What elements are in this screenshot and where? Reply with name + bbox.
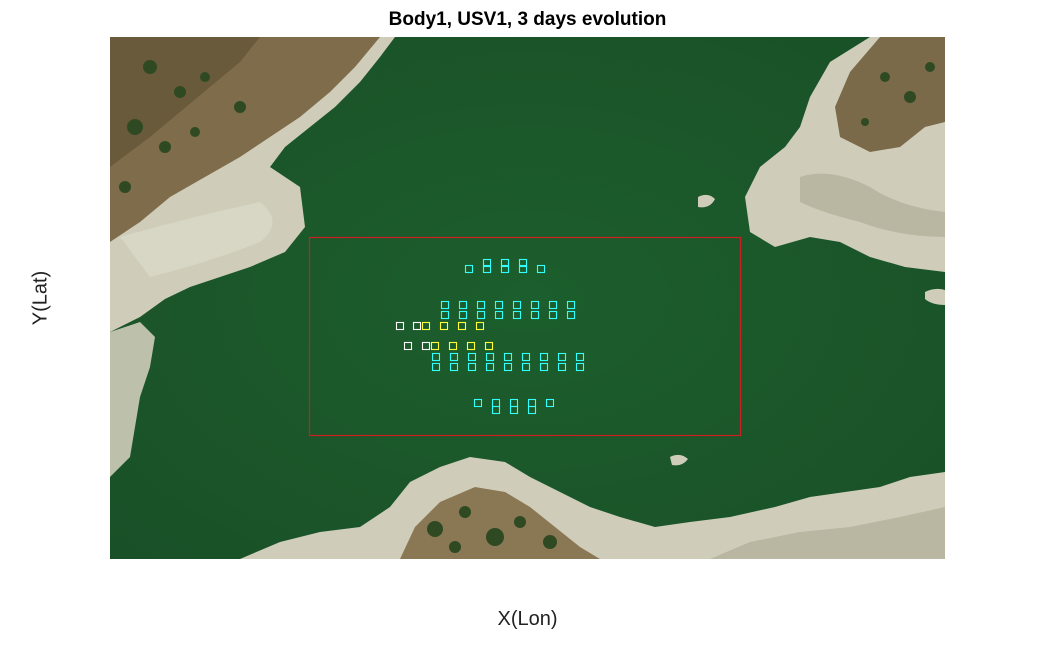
day3-marker	[485, 362, 495, 372]
day1-marker	[412, 321, 422, 331]
day3-marker	[503, 362, 513, 372]
day2-marker	[430, 341, 440, 351]
day3-marker	[518, 258, 528, 268]
land-left-shore	[110, 322, 155, 477]
day3-marker	[512, 300, 522, 310]
day3-marker	[494, 310, 504, 320]
land-bottom	[240, 454, 945, 559]
day3-marker	[458, 310, 468, 320]
day3-marker	[500, 258, 510, 268]
x-axis-label: X(Lon)	[497, 608, 558, 630]
day1-marker	[403, 341, 413, 351]
day3-marker	[557, 352, 567, 362]
day3-marker	[476, 300, 486, 310]
day3-marker	[500, 264, 510, 274]
day3-marker	[473, 398, 483, 408]
day2-marker	[475, 321, 485, 331]
day3-marker	[521, 362, 531, 372]
day3-marker	[491, 405, 501, 415]
day2-marker	[484, 341, 494, 351]
day3-marker	[482, 258, 492, 268]
survey-markers	[395, 258, 585, 415]
day2-marker	[439, 321, 449, 331]
day3-marker	[575, 352, 585, 362]
day2-marker	[448, 341, 458, 351]
day2-marker	[457, 321, 467, 331]
day3-marker	[530, 310, 540, 320]
day3-marker	[530, 300, 540, 310]
day3-marker	[440, 310, 450, 320]
day3-marker	[449, 362, 459, 372]
day3-marker	[467, 352, 477, 362]
day3-marker	[548, 310, 558, 320]
day3-marker	[449, 352, 459, 362]
day1-marker	[421, 341, 431, 351]
day3-marker	[494, 300, 504, 310]
day3-marker	[566, 310, 576, 320]
day3-marker	[539, 352, 549, 362]
day3-marker	[512, 310, 522, 320]
day3-marker	[548, 300, 558, 310]
day2-marker	[421, 321, 431, 331]
day3-marker	[521, 352, 531, 362]
day3-marker	[431, 362, 441, 372]
day3-marker	[458, 300, 468, 310]
day3-marker	[536, 264, 546, 274]
study-area-boundary	[308, 236, 742, 437]
day3-marker	[485, 352, 495, 362]
day1-marker	[395, 321, 405, 331]
day3-marker	[566, 300, 576, 310]
day3-marker	[527, 405, 537, 415]
satellite-map	[110, 37, 945, 559]
day3-marker	[518, 264, 528, 274]
day2-marker	[466, 341, 476, 351]
day3-marker	[467, 362, 477, 372]
land-top-right	[698, 37, 945, 305]
day3-marker	[464, 264, 474, 274]
map-title: Body1, USV1, 3 days evolution	[388, 9, 667, 30]
day3-marker	[503, 352, 513, 362]
day3-marker	[545, 398, 555, 408]
day3-marker	[440, 300, 450, 310]
day3-marker	[482, 264, 492, 274]
land-top-left	[110, 37, 395, 332]
day3-marker	[431, 352, 441, 362]
day3-marker	[557, 362, 567, 372]
day3-marker	[476, 310, 486, 320]
y-axis-label: Y(Lat)	[29, 270, 52, 326]
day3-marker	[509, 405, 519, 415]
day3-marker	[539, 362, 549, 372]
day3-marker	[575, 362, 585, 372]
